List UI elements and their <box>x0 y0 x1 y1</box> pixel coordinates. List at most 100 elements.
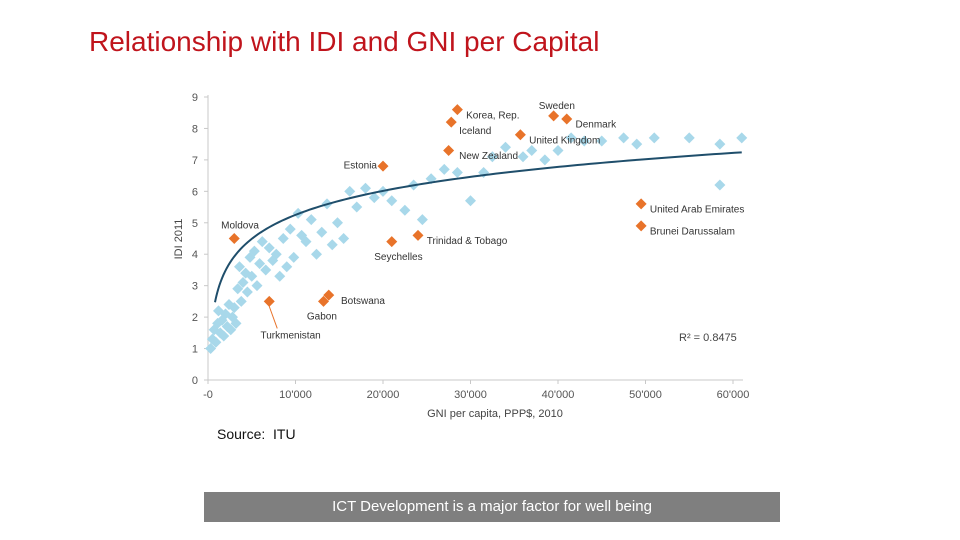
data-point <box>284 223 296 235</box>
data-point <box>683 132 695 144</box>
highlight-point <box>561 113 573 125</box>
data-point <box>486 151 498 163</box>
y-tick-label: 5 <box>192 218 198 230</box>
y-tick-label: 7 <box>192 155 198 167</box>
data-point <box>277 233 289 244</box>
country-label: Korea, Rep. <box>466 110 519 121</box>
highlight-point <box>263 295 275 307</box>
data-point <box>338 233 350 244</box>
data-point <box>235 295 247 307</box>
data-point <box>714 179 726 191</box>
highlight-point <box>635 220 647 232</box>
highlight-point <box>451 104 463 116</box>
data-point <box>311 248 322 260</box>
country-label: Estonia <box>344 161 378 172</box>
data-point <box>326 239 338 251</box>
x-tick-label: -0 <box>203 389 213 401</box>
y-tick-label: 1 <box>192 344 198 356</box>
data-point <box>618 132 630 144</box>
data-point <box>351 201 363 213</box>
x-tick-label: 20'000 <box>367 389 400 401</box>
highlight-point <box>514 129 526 141</box>
data-point <box>232 283 244 295</box>
y-tick-label: 0 <box>192 375 198 387</box>
data-point <box>234 261 245 273</box>
data-point <box>596 135 608 147</box>
country-label: Moldova <box>221 220 259 231</box>
data-point <box>218 330 230 342</box>
data-point <box>305 214 317 226</box>
data-point <box>237 277 249 289</box>
highlight-point <box>445 116 457 128</box>
data-point <box>248 245 260 257</box>
country-label: Turkmenistan <box>261 330 321 341</box>
data-point <box>281 261 293 273</box>
country-label: Gabon <box>307 312 337 323</box>
data-point <box>465 195 476 207</box>
country-label: Seychelles <box>374 252 422 263</box>
data-point <box>246 270 258 282</box>
data-point <box>368 192 380 204</box>
data-point <box>399 204 411 216</box>
country-labels: Moldova Turkmenistan Gabon Botswana Estonia S… <box>221 101 744 342</box>
y-tick-label: 8 <box>192 123 198 135</box>
data-point <box>270 248 282 260</box>
data-point <box>260 264 272 276</box>
x-tick-label: 30'000 <box>454 389 487 401</box>
data-point <box>210 336 222 348</box>
data-point <box>451 166 463 178</box>
data-point <box>438 163 450 175</box>
highlight-point <box>548 110 560 122</box>
x-tick-label: 60'000 <box>717 389 750 401</box>
country-label: Brunei Darussalam <box>650 227 735 238</box>
x-tick-label: 50'000 <box>629 389 662 401</box>
highlight-point <box>323 289 335 301</box>
highlight-point <box>412 229 424 241</box>
y-tick-label: 3 <box>192 281 198 293</box>
country-label: Sweden <box>539 101 575 112</box>
country-label: United Kingdom <box>529 135 600 146</box>
footer-banner: ICT Development is a major factor for we… <box>204 492 780 522</box>
data-point <box>332 217 343 229</box>
y-tick-label: 2 <box>192 312 198 324</box>
data-point <box>263 242 275 254</box>
slide-title: Relationship with IDI and GNI per Capita… <box>89 26 600 57</box>
data-point <box>552 144 564 156</box>
data-point <box>714 138 726 150</box>
data-point <box>316 226 328 238</box>
data-point <box>416 214 428 226</box>
data-point <box>241 286 253 298</box>
data-point <box>386 195 398 207</box>
x-tick-label: 10'000 <box>279 389 312 401</box>
x-axis-label: GNI per capita, PPP$, 2010 <box>427 408 563 420</box>
highlight-point <box>635 198 647 210</box>
data-point <box>526 144 538 156</box>
trend-line <box>214 151 742 303</box>
data-point <box>256 236 268 248</box>
data-point <box>225 324 237 336</box>
leader-line <box>268 306 278 329</box>
data-point <box>344 185 356 197</box>
y-tick-label: 9 <box>192 92 198 104</box>
data-point <box>517 151 529 163</box>
data-point <box>288 251 300 263</box>
data-point <box>736 132 748 144</box>
highlight-point <box>443 144 455 156</box>
chart-axes: 0 1 2 3 4 5 6 7 8 9 -0 10'000 20'000 30'000 40'000 50'0… <box>192 92 749 401</box>
country-label: Botswana <box>341 296 385 307</box>
highlight-points <box>228 104 647 307</box>
data-point <box>230 317 242 329</box>
data-point <box>360 182 371 194</box>
y-tick-label: 6 <box>192 186 198 198</box>
data-point <box>251 280 263 292</box>
country-label: Iceland <box>459 126 491 137</box>
data-point <box>205 343 217 355</box>
y-tick-label: 4 <box>192 249 198 261</box>
data-point <box>500 141 511 153</box>
data-point <box>648 132 660 144</box>
country-label: United Arab Emirates <box>650 205 745 216</box>
data-point <box>254 258 266 270</box>
highlight-point <box>318 295 329 307</box>
data-point <box>565 132 577 144</box>
country-label: Trinidad & Tobago <box>427 236 508 247</box>
